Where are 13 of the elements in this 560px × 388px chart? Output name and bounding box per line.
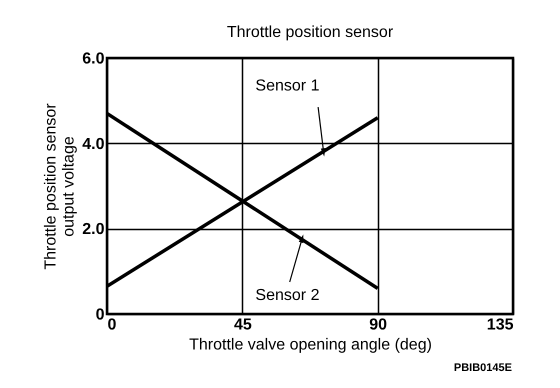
- chart-title: Throttle position sensor: [226, 24, 394, 41]
- x-tick-label: 0: [108, 316, 116, 334]
- y-tick-label: 2.0: [82, 221, 105, 238]
- text: Sensor 1: [255, 78, 320, 95]
- series-label: Sensor 2: [255, 286, 320, 304]
- x-axis-title: Throttle valve opening angle (deg): [189, 336, 432, 354]
- text: PBIB0145E: [454, 362, 512, 374]
- y-tick-label: 6.0: [82, 50, 105, 68]
- x-tick-label: 90: [369, 316, 388, 334]
- y-axis-title: Throttle position sensor output voltage: [42, 102, 78, 270]
- y-tick-label: 4.0: [82, 136, 105, 153]
- x-tick-label: 135: [486, 316, 514, 334]
- x-tick-label: 45: [234, 316, 252, 334]
